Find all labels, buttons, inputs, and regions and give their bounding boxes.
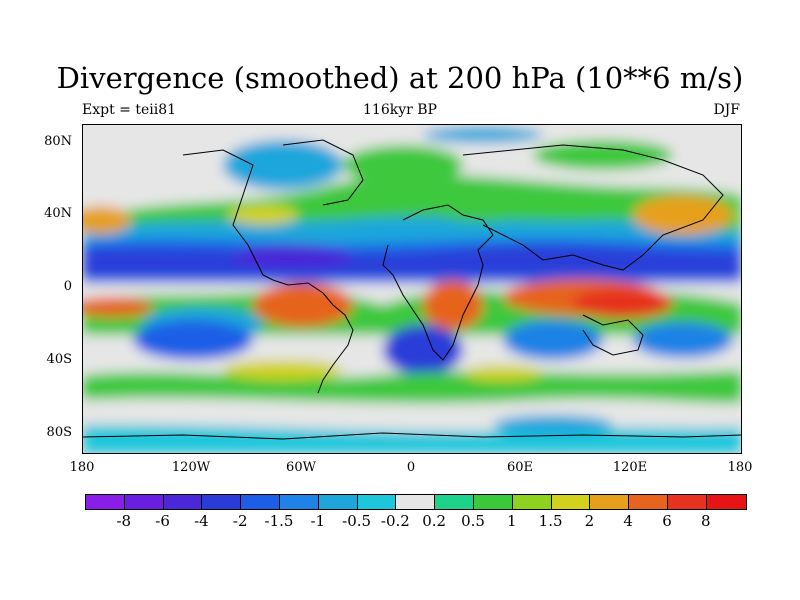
colorbar-swatch xyxy=(629,495,668,509)
colorbar xyxy=(85,494,747,510)
colorbar-swatch xyxy=(551,495,591,509)
season-label: DJF xyxy=(713,102,740,118)
experiment-label: Expt = teii81 xyxy=(82,102,177,118)
lat-label-80n: 80N xyxy=(44,134,72,149)
lon-label-180w: 180 xyxy=(69,460,95,475)
lat-label-80s: 80S xyxy=(46,425,72,440)
lat-label-equator: 0 xyxy=(63,279,72,294)
colorbar-label: -1.5 xyxy=(264,512,294,530)
lon-label-60w: 60W xyxy=(286,460,316,475)
colorbar-label: -0.5 xyxy=(342,512,372,530)
lon-label-120w: 120W xyxy=(171,460,211,475)
chart-title: Divergence (smoothed) at 200 hPa (10**6 … xyxy=(56,61,744,95)
colorbar-swatch xyxy=(473,495,513,509)
colorbar-label: -1 xyxy=(310,512,326,530)
colorbar-label: -4 xyxy=(194,512,209,530)
colorbar-label: 1.5 xyxy=(538,512,563,530)
colorbar-label: 0.2 xyxy=(422,512,447,530)
colorbar-swatch xyxy=(435,495,474,509)
lon-label-60e: 60E xyxy=(506,460,534,475)
colorbar-label: 4 xyxy=(623,512,633,530)
period-label: 116kyr BP xyxy=(363,102,437,118)
colorbar-label: -6 xyxy=(155,512,170,530)
colorbar-swatch xyxy=(202,495,242,509)
colorbar-swatch xyxy=(512,495,552,509)
colorbar-swatch xyxy=(357,495,397,509)
colorbar-swatch xyxy=(241,495,280,509)
colorbar-label: 8 xyxy=(701,512,711,530)
colorbar-label: 2 xyxy=(584,512,595,530)
lat-label-40n: 40N xyxy=(44,206,72,221)
colorbar-label: 0.5 xyxy=(461,512,485,530)
colorbar-label: -8 xyxy=(116,512,132,530)
colorbar-label: -0.2 xyxy=(380,512,410,530)
colorbar-swatch xyxy=(706,495,746,509)
lon-label-180e: 180 xyxy=(727,460,753,475)
colorbar-swatch xyxy=(86,495,125,509)
colorbar-swatch xyxy=(318,495,358,509)
colorbar-swatch xyxy=(667,495,707,509)
lat-label-40s: 40S xyxy=(46,352,72,367)
colorbar-swatch xyxy=(163,495,203,509)
colorbar-swatch xyxy=(279,495,319,509)
colorbar-label: 6 xyxy=(662,512,672,530)
lon-label-120e: 120E xyxy=(612,460,648,475)
lon-label-0: 0 xyxy=(406,460,416,475)
colorbar-swatch xyxy=(124,495,164,509)
colorbar-label: 1 xyxy=(507,512,517,530)
colorbar-swatch xyxy=(396,495,436,509)
divergence-map xyxy=(82,124,742,454)
colorbar-label: -2 xyxy=(232,512,248,530)
colorbar-swatch xyxy=(590,495,630,509)
